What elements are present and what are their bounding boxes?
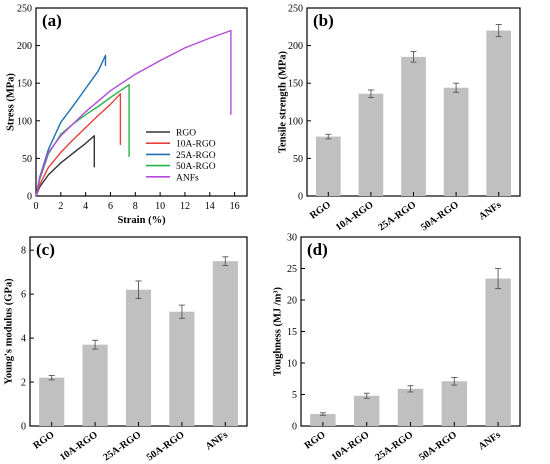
x-tick-label: 4: [83, 201, 88, 212]
plot-frame-0: [35, 7, 248, 197]
bar-50a-rgo: [443, 87, 469, 196]
bar-rgo: [310, 414, 336, 426]
series-line-10a-rgo: [35, 92, 122, 197]
bar-25a-rgo: [401, 56, 426, 196]
x-tick-label: 50A-RGO: [145, 429, 187, 463]
bar-anfs: [485, 278, 511, 426]
x-tick-label: 12: [180, 201, 190, 212]
y-tick-label: 100: [17, 116, 32, 127]
y-tick-label: 8: [21, 246, 26, 257]
y-axis-title-3: Toughness (MJ /m³): [272, 286, 283, 376]
x-tick-label: 50A-RGO: [419, 199, 461, 233]
x-tick-label: 0: [34, 201, 39, 212]
y-tick-label: 100: [288, 116, 303, 127]
x-tick-label: ANFs: [476, 429, 502, 452]
legend-label: RGO: [176, 129, 196, 139]
y-tick-label: 200: [288, 41, 303, 52]
y-tick-label: 200: [17, 41, 32, 52]
x-tick-label: 50A-RGO: [417, 429, 459, 463]
y-tick-label: 0: [298, 192, 303, 203]
y-axis-title-1: Tensile strength (MPa): [277, 50, 288, 153]
x-tick-label: 16: [230, 201, 240, 212]
x-tick-label: 6: [108, 201, 113, 212]
x-tick-label: 25A-RGO: [376, 199, 418, 233]
y-tick-label: 0: [21, 422, 26, 433]
y-tick-label: 20: [287, 296, 297, 307]
y-tick-label: 6: [21, 290, 26, 301]
panel-label-0: (a): [42, 11, 62, 30]
x-tick-label: RGO: [31, 429, 56, 451]
bar-25a-rgo: [125, 289, 152, 426]
legend-label: 50A-RGO: [176, 162, 216, 172]
legend-label: 10A-RGO: [176, 140, 216, 150]
y-tick-label: 50: [22, 154, 32, 165]
y-tick-label: 2: [21, 378, 26, 389]
series-line-rgo: [35, 135, 96, 197]
x-axis-title-0: Strain (%): [117, 215, 166, 226]
bar-10a-rgo: [82, 344, 108, 426]
x-tick-label: 10A-RGO: [330, 429, 372, 463]
y-tick-label: 250: [288, 4, 303, 15]
series-line-50a-rgo: [35, 83, 130, 197]
bar-rgo: [39, 377, 65, 426]
panel-label-3: (d): [307, 240, 328, 259]
bar-25a-rgo: [397, 388, 424, 426]
bar-anfs: [486, 30, 512, 197]
legend-label: 25A-RGO: [176, 151, 216, 161]
y-tick-label: 30: [287, 233, 297, 244]
bar-10a-rgo: [358, 93, 384, 196]
x-tick-label: RGO: [308, 199, 333, 221]
x-tick-label: RGO: [303, 429, 328, 451]
bar-50a-rgo: [169, 311, 195, 426]
y-tick-label: 15: [287, 327, 297, 338]
series-line-anfs: [35, 29, 232, 197]
y-tick-label: 0: [27, 192, 32, 203]
x-tick-label: ANFs: [204, 429, 230, 452]
y-tick-label: 4: [21, 334, 26, 345]
bar-10a-rgo: [353, 395, 380, 426]
x-tick-label: 8: [133, 201, 138, 212]
y-tick-label: 0: [292, 422, 297, 433]
y-axis-title-2: Young's modulus (GPa): [3, 278, 14, 385]
x-tick-label: 10A-RGO: [334, 199, 376, 233]
y-axis-title-0: Stress (MPa): [5, 73, 16, 131]
y-tick-label: 250: [17, 4, 32, 15]
x-tick-label: 2: [58, 201, 63, 212]
x-tick-label: 10: [155, 201, 165, 212]
x-tick-label: 14: [205, 201, 215, 212]
panel-label-2: (c): [36, 240, 55, 259]
legend-label: ANFs: [176, 173, 199, 183]
y-tick-label: 10: [287, 359, 297, 370]
bar-rgo: [315, 136, 341, 196]
y-tick-label: 150: [288, 79, 303, 90]
x-tick-label: ANFs: [477, 199, 503, 222]
bar-50a-rgo: [441, 381, 468, 426]
panel-label-1: (b): [313, 11, 334, 30]
y-tick-label: 5: [292, 390, 297, 401]
y-tick-label: 50: [293, 154, 303, 165]
x-tick-label: 10A-RGO: [58, 429, 100, 463]
y-tick-label: 150: [17, 79, 32, 90]
x-tick-label: 25A-RGO: [373, 429, 415, 463]
x-tick-label: 25A-RGO: [101, 429, 143, 463]
bar-anfs: [212, 261, 238, 426]
y-tick-label: 25: [287, 264, 297, 275]
